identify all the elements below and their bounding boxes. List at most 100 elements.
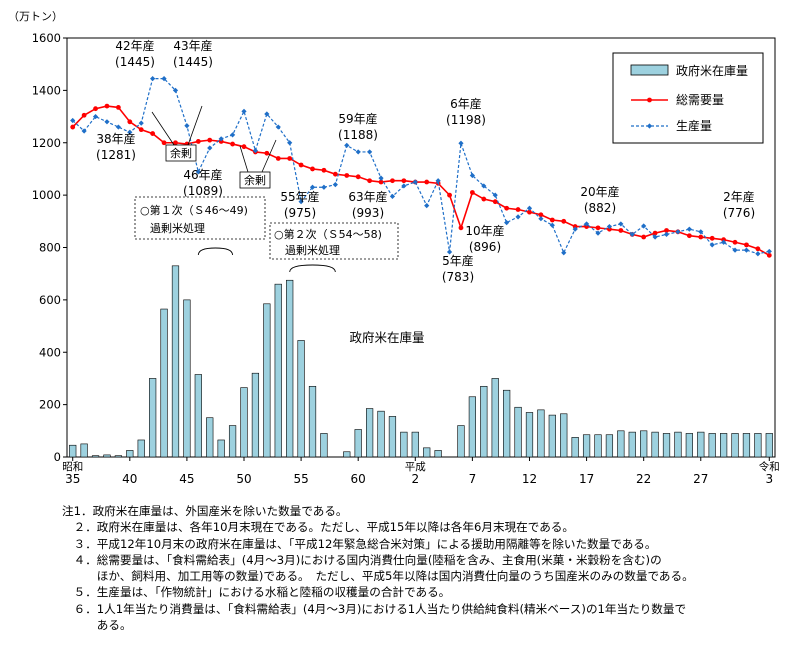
stock-bar bbox=[491, 378, 499, 458]
x-era-label: 令和 bbox=[759, 460, 780, 473]
stock-bar bbox=[114, 455, 122, 458]
stock-bar bbox=[354, 429, 362, 458]
y-tick-label: 1000 bbox=[32, 188, 61, 202]
stock-bar bbox=[640, 430, 648, 458]
stock-bar bbox=[628, 431, 636, 458]
stock-bar bbox=[594, 434, 602, 458]
production-point bbox=[150, 75, 156, 82]
x-tick-label: 22 bbox=[636, 472, 651, 486]
demand-point bbox=[161, 140, 167, 146]
demand-point bbox=[572, 224, 578, 229]
legend-label-stock: 政府米在庫量 bbox=[676, 63, 748, 78]
stock-bar bbox=[103, 454, 111, 458]
stock-bar bbox=[320, 433, 328, 458]
stock-series-label: 政府米在庫量 bbox=[349, 330, 424, 345]
demand-point bbox=[230, 141, 235, 147]
stock-bar bbox=[514, 406, 522, 458]
production-point bbox=[115, 124, 121, 130]
footnote: ３．平成12年10月末の政府米在庫量は、「平成12年緊急総合米対策」による援助用… bbox=[62, 536, 657, 551]
production-point bbox=[104, 119, 110, 125]
stock-bar bbox=[571, 437, 579, 458]
demand-point bbox=[698, 234, 704, 240]
y-tick-label: 1400 bbox=[32, 83, 61, 97]
x-tick-label: 35 bbox=[65, 472, 80, 486]
stock-bar bbox=[525, 412, 534, 458]
annotation-h20-label: 20年産 bbox=[580, 184, 619, 199]
production-point bbox=[92, 113, 99, 120]
stock-bar bbox=[228, 425, 237, 458]
stock-bar bbox=[434, 450, 442, 458]
production-point bbox=[606, 223, 613, 230]
demand-point bbox=[264, 150, 270, 156]
production-point bbox=[709, 242, 715, 248]
demand-point bbox=[298, 162, 304, 168]
annotation-r2-label: 2年産 bbox=[723, 189, 755, 204]
stock-bar bbox=[560, 413, 568, 458]
demand-point bbox=[744, 242, 749, 248]
legend-label-demand: 総需要量 bbox=[676, 93, 724, 107]
demand-point bbox=[766, 252, 772, 258]
stock-bar bbox=[582, 434, 591, 458]
disposal-label-2: 過剰米処理 bbox=[285, 244, 340, 257]
demand-point bbox=[321, 167, 327, 173]
stock-bar bbox=[651, 431, 659, 458]
annotation-s43-value: (1445) bbox=[173, 55, 213, 69]
surplus-arrow bbox=[239, 145, 249, 173]
demand-point bbox=[138, 127, 144, 133]
demand-point bbox=[618, 228, 624, 233]
production-point bbox=[629, 231, 635, 238]
demand-point bbox=[481, 196, 487, 202]
stock-bar bbox=[240, 387, 248, 458]
stock-bar bbox=[194, 374, 202, 458]
production-point bbox=[161, 75, 167, 82]
demand-point bbox=[721, 237, 727, 243]
production-point bbox=[309, 184, 316, 190]
stock-bar bbox=[537, 409, 545, 458]
production-point bbox=[287, 140, 293, 146]
stock-bar bbox=[388, 416, 397, 458]
production-point bbox=[561, 250, 567, 256]
demand-point bbox=[93, 106, 98, 112]
legend-marker-production bbox=[646, 123, 653, 129]
demand-point bbox=[652, 230, 658, 236]
disposal-brace-2 bbox=[289, 264, 336, 273]
production-point bbox=[469, 172, 475, 179]
demand-point bbox=[173, 140, 178, 146]
annotation-h6-value: (1198) bbox=[446, 113, 486, 127]
stock-bar bbox=[91, 455, 100, 458]
stock-bar bbox=[160, 308, 168, 458]
stock-bar bbox=[662, 433, 671, 458]
annotation-s59-value: (1188) bbox=[338, 128, 378, 142]
stock-bar bbox=[297, 340, 305, 458]
legend-marker-demand bbox=[647, 97, 652, 103]
demand-point bbox=[150, 131, 156, 136]
footnote: ５．生産量は、「作物統計」における水稲と陸稲の収穫量の合計である。 bbox=[62, 585, 451, 600]
production-point bbox=[367, 149, 373, 155]
production-point bbox=[207, 145, 213, 151]
demand-point bbox=[447, 192, 452, 198]
stock-bar bbox=[274, 283, 282, 458]
annotation-h6-label: 6年産 bbox=[450, 96, 482, 111]
production-point bbox=[721, 239, 727, 245]
production-point bbox=[218, 136, 224, 142]
x-tick-label: 45 bbox=[179, 472, 194, 486]
production-point bbox=[766, 248, 772, 255]
production-point bbox=[252, 148, 259, 154]
legend-label-production: 生産量 bbox=[676, 118, 712, 133]
demand-point bbox=[115, 104, 121, 110]
x-era-label: 平成 bbox=[405, 461, 426, 473]
production-point bbox=[127, 129, 133, 135]
production-point bbox=[732, 247, 738, 253]
stock-bar bbox=[457, 425, 465, 458]
demand-point bbox=[515, 207, 521, 212]
production-point bbox=[184, 123, 190, 129]
annotation-h5-label: 5年産 bbox=[442, 253, 474, 268]
stock-bar bbox=[366, 408, 374, 458]
production-point bbox=[298, 199, 304, 205]
production-point bbox=[595, 230, 601, 236]
production-point bbox=[572, 226, 578, 232]
stock-bar bbox=[685, 433, 693, 458]
demand-point bbox=[127, 119, 133, 125]
production-point bbox=[435, 178, 441, 184]
x-tick-label: 60 bbox=[351, 472, 366, 486]
